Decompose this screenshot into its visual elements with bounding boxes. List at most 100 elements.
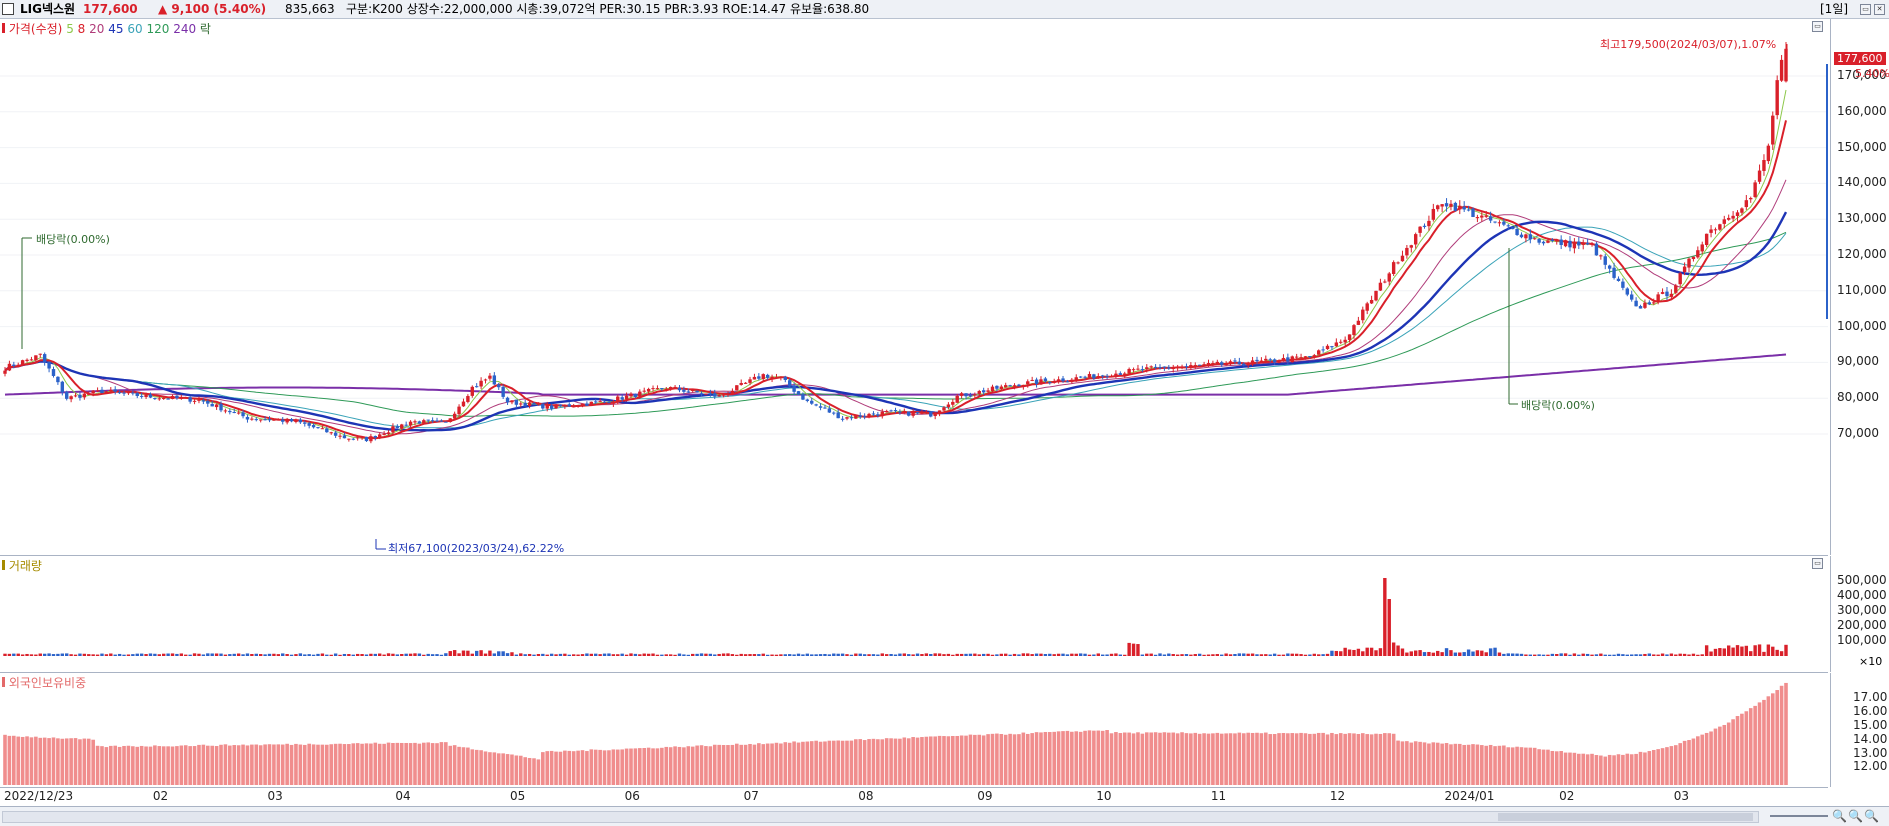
candle-body[interactable]: [1436, 205, 1440, 210]
volume-bar[interactable]: [541, 653, 545, 656]
volume-bar[interactable]: [457, 653, 461, 656]
foreign-bar[interactable]: [1171, 732, 1176, 785]
volume-bar[interactable]: [951, 654, 955, 656]
volume-bar[interactable]: [1709, 651, 1713, 656]
candle-body[interactable]: [258, 419, 263, 421]
volume-bar[interactable]: [752, 654, 757, 656]
volume-bar[interactable]: [109, 653, 113, 656]
candle-body[interactable]: [1502, 221, 1506, 225]
foreign-bar[interactable]: [1136, 732, 1140, 785]
foreign-bar[interactable]: [1374, 733, 1378, 785]
volume-bar[interactable]: [1096, 653, 1100, 656]
foreign-bar[interactable]: [95, 745, 100, 785]
volume-bar[interactable]: [12, 653, 16, 656]
foreign-bar[interactable]: [924, 736, 929, 785]
foreign-bar[interactable]: [25, 736, 29, 785]
volume-bar[interactable]: [677, 653, 682, 656]
candle-body[interactable]: [122, 392, 126, 394]
foreign-bar[interactable]: [1682, 740, 1687, 785]
candle-body[interactable]: [779, 377, 783, 379]
candle-body[interactable]: [673, 386, 677, 388]
candle-body[interactable]: [1127, 368, 1131, 374]
foreign-bar[interactable]: [739, 744, 744, 785]
volume-bar[interactable]: [1722, 648, 1726, 656]
foreign-bar[interactable]: [1453, 743, 1458, 785]
foreign-bar[interactable]: [470, 749, 475, 785]
candle-body[interactable]: [1030, 379, 1034, 381]
foreign-bar[interactable]: [1065, 730, 1070, 785]
volume-bar[interactable]: [250, 653, 254, 656]
candle-body[interactable]: [642, 390, 646, 392]
candle-body[interactable]: [858, 415, 862, 417]
volume-bar[interactable]: [307, 654, 311, 656]
foreign-bar[interactable]: [1202, 733, 1206, 785]
volume-bar[interactable]: [144, 654, 148, 656]
volume-bar[interactable]: [924, 653, 929, 656]
volume-bar[interactable]: [1462, 652, 1466, 656]
foreign-bar[interactable]: [823, 741, 827, 785]
candle-body[interactable]: [430, 420, 435, 422]
volume-bar[interactable]: [254, 653, 258, 656]
candle-body[interactable]: [810, 400, 814, 404]
foreign-bar[interactable]: [197, 744, 201, 785]
volume-bar[interactable]: [157, 654, 161, 656]
volume-bar[interactable]: [1268, 654, 1272, 656]
legend-ma-8[interactable]: 8: [77, 22, 86, 36]
volume-bar[interactable]: [139, 653, 144, 656]
volume-bar[interactable]: [1303, 654, 1308, 656]
foreign-bar[interactable]: [399, 742, 404, 785]
volume-bar[interactable]: [201, 654, 206, 656]
candle-body[interactable]: [1718, 224, 1722, 230]
volume-bar[interactable]: [245, 653, 250, 656]
candle-body[interactable]: [814, 404, 818, 406]
foreign-bar[interactable]: [1105, 730, 1109, 785]
volume-bar[interactable]: [404, 653, 408, 656]
volume-bar[interactable]: [78, 653, 82, 656]
volume-bar[interactable]: [82, 653, 87, 656]
volume-bar[interactable]: [1687, 654, 1691, 656]
legend-ma-20[interactable]: 20: [89, 22, 105, 36]
candle-body[interactable]: [730, 390, 735, 394]
candle-body[interactable]: [1026, 381, 1030, 385]
foreign-bar[interactable]: [42, 737, 47, 785]
candle-body[interactable]: [818, 406, 823, 408]
foreign-bar[interactable]: [1519, 747, 1524, 785]
volume-bar[interactable]: [638, 654, 642, 656]
volume-bar[interactable]: [840, 653, 845, 656]
foreign-bar[interactable]: [294, 743, 298, 785]
volume-bar[interactable]: [289, 654, 294, 656]
volume-bar[interactable]: [1043, 653, 1048, 656]
candle-body[interactable]: [717, 395, 721, 397]
foreign-bar[interactable]: [620, 749, 624, 785]
candle-body[interactable]: [774, 377, 779, 379]
volume-bar[interactable]: [929, 653, 933, 656]
candle-body[interactable]: [796, 391, 801, 395]
volume-bar[interactable]: [1594, 654, 1599, 656]
foreign-bar[interactable]: [1735, 716, 1740, 785]
volume-bar[interactable]: [1056, 653, 1061, 656]
foreign-bar[interactable]: [1127, 732, 1131, 785]
candle-body[interactable]: [1162, 366, 1167, 368]
volume-bar[interactable]: [519, 653, 523, 656]
candle-body[interactable]: [973, 394, 977, 396]
volume-bar[interactable]: [907, 654, 911, 656]
candle-body[interactable]: [735, 385, 739, 391]
candle-body[interactable]: [1061, 378, 1065, 382]
foreign-bar[interactable]: [602, 750, 607, 785]
foreign-bar[interactable]: [1347, 733, 1352, 785]
foreign-bar[interactable]: [1330, 732, 1334, 785]
candle-body[interactable]: [391, 426, 395, 433]
candle-body[interactable]: [1660, 292, 1665, 294]
candle-body[interactable]: [378, 434, 382, 437]
candle-body[interactable]: [1021, 384, 1026, 387]
candle-body[interactable]: [470, 386, 474, 396]
foreign-bar[interactable]: [435, 743, 439, 785]
candle-body[interactable]: [924, 412, 929, 414]
candle-body[interactable]: [100, 389, 104, 394]
foreign-bar[interactable]: [153, 745, 157, 785]
volume-bar[interactable]: [704, 653, 708, 656]
foreign-bar[interactable]: [38, 737, 43, 785]
volume-bar[interactable]: [1048, 653, 1052, 656]
foreign-bar[interactable]: [51, 737, 56, 785]
foreign-bar[interactable]: [1427, 743, 1431, 785]
